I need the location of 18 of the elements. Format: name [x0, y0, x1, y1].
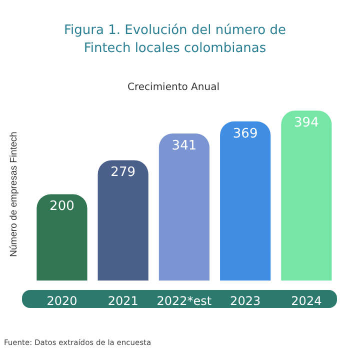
bar: [220, 121, 271, 281]
data-label: 369: [232, 126, 258, 142]
bar: [98, 160, 148, 281]
data-label: 279: [110, 165, 136, 180]
bar: [36, 194, 88, 281]
x-tick-label: 2024: [291, 294, 322, 308]
data-label: 341: [172, 138, 197, 154]
chart-title: Figura 1. Evolución del número de Fintech locales colombianas: [63, 22, 287, 58]
bar: [281, 110, 332, 281]
x-tick-label: 2023: [230, 294, 261, 308]
x-tick-label: 2020: [46, 294, 78, 308]
x-tick-label: 2022*est: [156, 294, 212, 308]
chart-subtitle: Crecimiento Anual: [126, 82, 220, 93]
data-label: 394: [294, 115, 319, 130]
bar: [158, 133, 210, 281]
data-label: 200: [50, 199, 74, 214]
y-axis-title: Número de empresas Fintech: [8, 132, 20, 257]
x-tick-label: 2021: [108, 294, 138, 308]
